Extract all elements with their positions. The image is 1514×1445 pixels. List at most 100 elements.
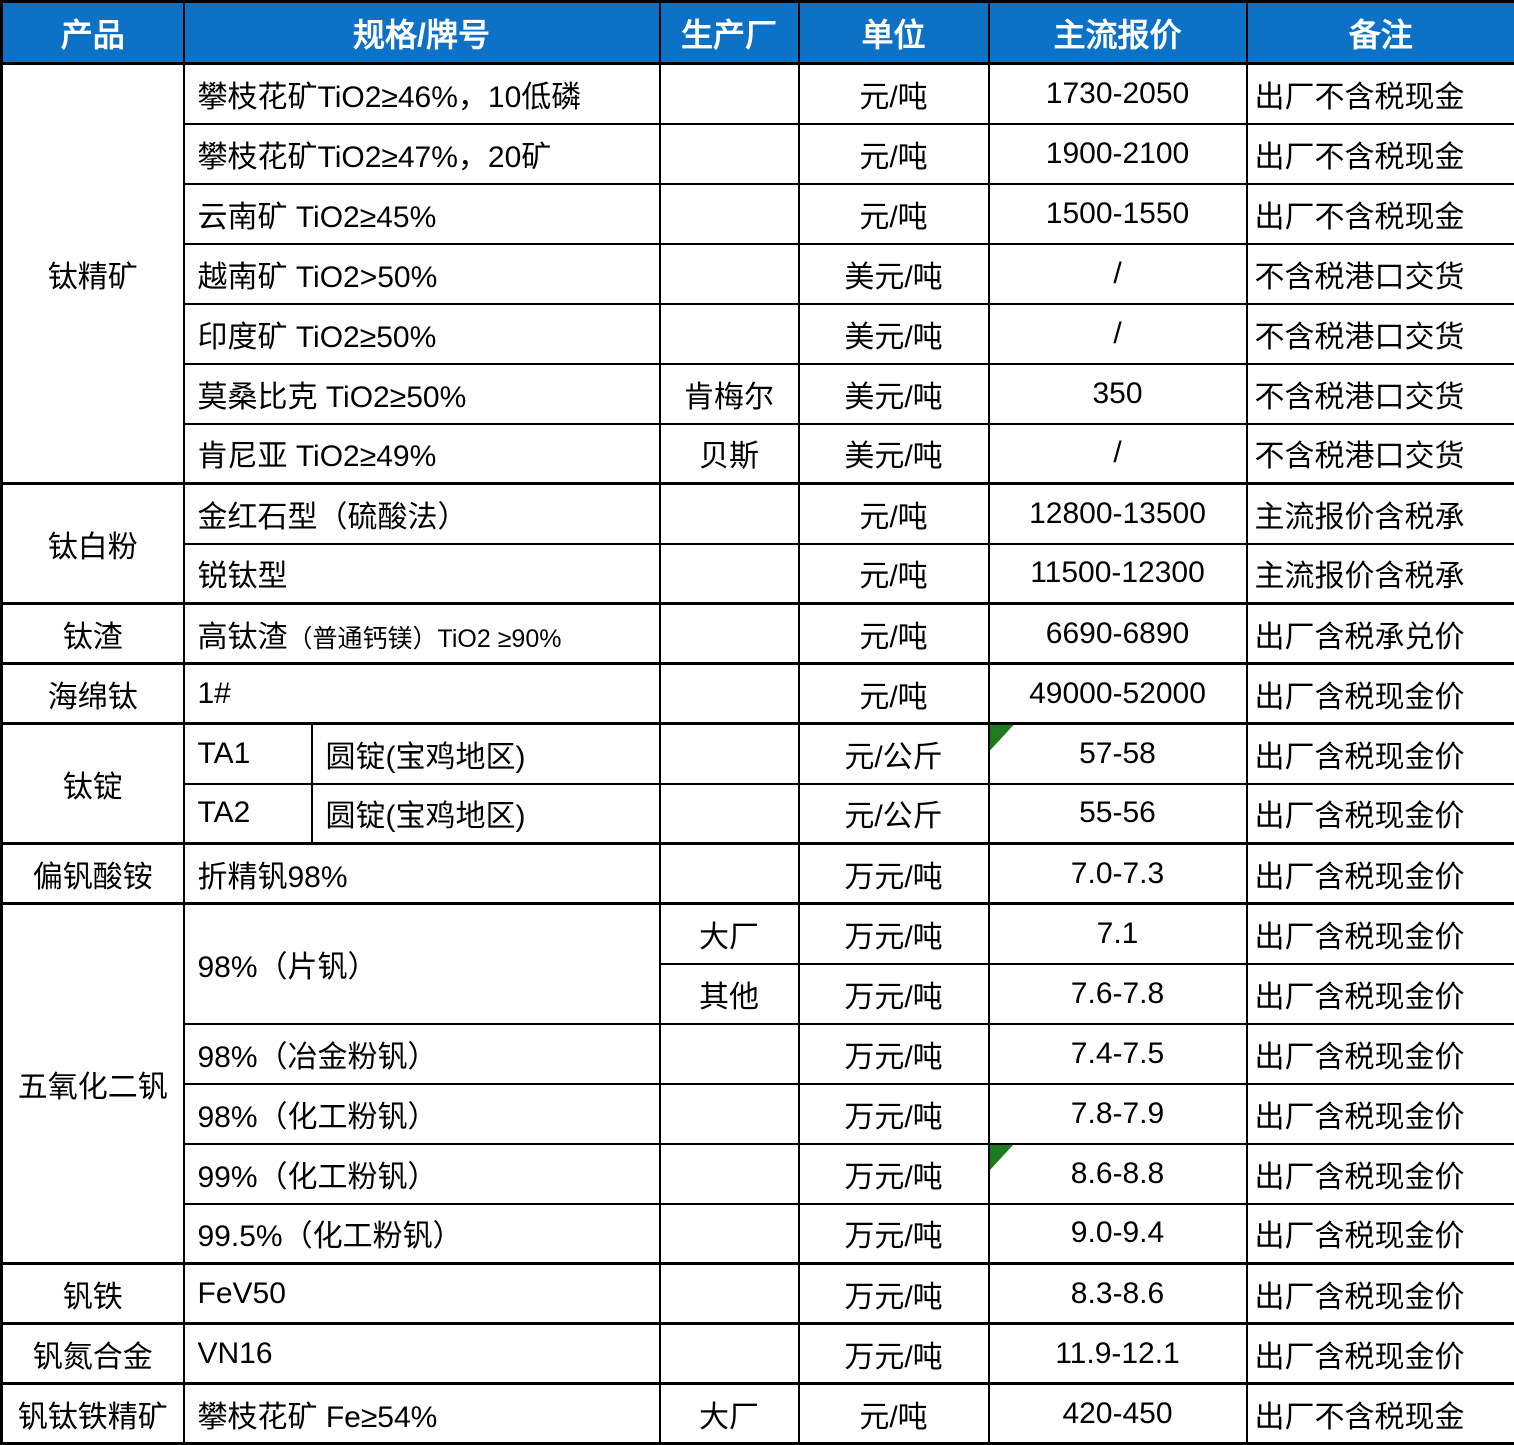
price-value: 9.0-9.4 bbox=[1071, 1216, 1164, 1249]
price-cell: 6690-6890 bbox=[989, 604, 1247, 664]
table-row: 钒钛铁精矿 攀枝花矿 Fe≥54% 大厂 元/吨 420-450 出厂不含税现金 bbox=[2, 1384, 1514, 1444]
spec-shape-cell: 圆锭(宝鸡地区) bbox=[312, 784, 660, 844]
table-row: 海绵钛 1# 元/吨 49000-52000 出厂含税现金价 bbox=[2, 664, 1514, 724]
price-cell: 1500-1550 bbox=[989, 184, 1247, 244]
producer-cell bbox=[660, 1144, 799, 1204]
remark-cell: 出厂不含税现金 bbox=[1247, 1384, 1514, 1444]
price-value: 57-58 bbox=[1079, 737, 1156, 770]
price-value: 7.8-7.9 bbox=[1071, 1097, 1164, 1130]
producer-cell bbox=[660, 184, 799, 244]
unit-cell: 万元/吨 bbox=[799, 1084, 989, 1144]
price-cell: 7.0-7.3 bbox=[989, 844, 1247, 904]
remark-cell: 出厂含税承兑价 bbox=[1247, 604, 1514, 664]
spec-cell: 越南矿 TiO2>50% bbox=[184, 244, 660, 304]
remark-cell: 出厂含税现金价 bbox=[1247, 844, 1514, 904]
price-cell: 1730-2050 bbox=[989, 64, 1247, 124]
unit-cell: 万元/吨 bbox=[799, 1144, 989, 1204]
table-row: 99%（化工粉钒） 万元/吨 8.6-8.8 出厂含税现金价 bbox=[2, 1144, 1514, 1204]
product-group-cell: 偏钒酸铵 bbox=[2, 844, 184, 904]
price-value: 7.1 bbox=[1097, 917, 1139, 950]
remark-cell: 出厂含税现金价 bbox=[1247, 1084, 1514, 1144]
remark-cell: 出厂不含税现金 bbox=[1247, 64, 1514, 124]
table-row: 钛白粉 金红石型（硫酸法） 元/吨 12800-13500 主流报价含税承 bbox=[2, 484, 1514, 544]
green-corner-marker-icon bbox=[990, 725, 1014, 751]
price-value: 12800-13500 bbox=[1029, 497, 1206, 530]
producer-cell bbox=[660, 244, 799, 304]
remark-cell: 不含税港口交货 bbox=[1247, 304, 1514, 364]
unit-cell: 万元/吨 bbox=[799, 844, 989, 904]
unit-cell: 元/公斤 bbox=[799, 784, 989, 844]
spec-cell: 高钛渣（普通钙镁）TiO2 ≥90% bbox=[184, 604, 660, 664]
header-unit: 单位 bbox=[799, 2, 989, 64]
price-value: 7.0-7.3 bbox=[1071, 857, 1164, 890]
remark-cell: 主流报价含税承 bbox=[1247, 484, 1514, 544]
unit-cell: 美元/吨 bbox=[799, 304, 989, 364]
unit-cell: 元/吨 bbox=[799, 544, 989, 604]
spec-cell: 98%（冶金粉钒） bbox=[184, 1024, 660, 1084]
price-cell: 420-450 bbox=[989, 1384, 1247, 1444]
price-value: 11.9-12.1 bbox=[1055, 1337, 1180, 1370]
table-row: 钛渣 高钛渣（普通钙镁）TiO2 ≥90% 元/吨 6690-6890 出厂含税… bbox=[2, 604, 1514, 664]
remark-cell: 出厂含税现金价 bbox=[1247, 1024, 1514, 1084]
header-price: 主流报价 bbox=[989, 2, 1247, 64]
table-row: 云南矿 TiO2≥45% 元/吨 1500-1550 出厂不含税现金 bbox=[2, 184, 1514, 244]
spec-cell: 金红石型（硫酸法） bbox=[184, 484, 660, 544]
spec-grade-cell: TA2 bbox=[184, 784, 312, 844]
unit-cell: 元/吨 bbox=[799, 484, 989, 544]
spec-grade-cell: TA1 bbox=[184, 724, 312, 784]
spec-cell: 云南矿 TiO2≥45% bbox=[184, 184, 660, 244]
price-cell: 9.0-9.4 bbox=[989, 1204, 1247, 1264]
remark-cell: 出厂含税现金价 bbox=[1247, 1204, 1514, 1264]
header-product: 产品 bbox=[2, 2, 184, 64]
unit-cell: 元/吨 bbox=[799, 664, 989, 724]
table-row: 钛精矿 攀枝花矿TiO2≥46%，10低磷 元/吨 1730-2050 出厂不含… bbox=[2, 64, 1514, 124]
price-value: / bbox=[1113, 436, 1121, 469]
price-cell: 8.6-8.8 bbox=[989, 1144, 1247, 1204]
spec-detail: （普通钙镁）TiO2 ≥90% bbox=[288, 625, 562, 653]
price-value: 7.6-7.8 bbox=[1071, 977, 1164, 1010]
spec-cell: 攀枝花矿TiO2≥47%，20矿 bbox=[184, 124, 660, 184]
unit-cell: 美元/吨 bbox=[799, 424, 989, 484]
price-value: 8.3-8.6 bbox=[1071, 1277, 1164, 1310]
unit-cell: 万元/吨 bbox=[799, 1204, 989, 1264]
producer-cell: 贝斯 bbox=[660, 424, 799, 484]
table-row: 肯尼亚 TiO2≥49% 贝斯 美元/吨 / 不含税港口交货 bbox=[2, 424, 1514, 484]
producer-cell bbox=[660, 844, 799, 904]
price-value: 49000-52000 bbox=[1029, 677, 1206, 710]
price-value: / bbox=[1113, 257, 1121, 290]
table-row: 五氧化二钒 98%（片钒） 大厂 万元/吨 7.1 出厂含税现金价 bbox=[2, 904, 1514, 964]
spec-main: 高钛渣 bbox=[198, 621, 288, 654]
price-cell: 1900-2100 bbox=[989, 124, 1247, 184]
unit-cell: 万元/吨 bbox=[799, 1264, 989, 1324]
price-value: / bbox=[1113, 317, 1121, 350]
price-value: 1900-2100 bbox=[1046, 137, 1189, 170]
producer-cell bbox=[660, 64, 799, 124]
table-row: 99.5%（化工粉钒） 万元/吨 9.0-9.4 出厂含税现金价 bbox=[2, 1204, 1514, 1264]
price-cell: / bbox=[989, 304, 1247, 364]
unit-cell: 万元/吨 bbox=[799, 1324, 989, 1384]
table-row: TA2 圆锭(宝鸡地区) 元/公斤 55-56 出厂含税现金价 bbox=[2, 784, 1514, 844]
remark-cell: 主流报价含税承 bbox=[1247, 544, 1514, 604]
product-group-cell: 钒氮合金 bbox=[2, 1324, 184, 1384]
price-value: 11500-12300 bbox=[1030, 556, 1205, 589]
unit-cell: 元/吨 bbox=[799, 64, 989, 124]
price-cell: / bbox=[989, 244, 1247, 304]
spec-cell: 莫桑比克 TiO2≥50% bbox=[184, 364, 660, 424]
producer-cell bbox=[660, 1024, 799, 1084]
unit-cell: 元/吨 bbox=[799, 604, 989, 664]
product-group-cell: 钒铁 bbox=[2, 1264, 184, 1324]
remark-cell: 不含税港口交货 bbox=[1247, 244, 1514, 304]
header-row: 产品 规格/牌号 生产厂 单位 主流报价 备注 bbox=[2, 2, 1514, 64]
price-value: 55-56 bbox=[1079, 796, 1156, 829]
producer-cell bbox=[660, 304, 799, 364]
unit-cell: 万元/吨 bbox=[799, 1024, 989, 1084]
price-cell: 11.9-12.1 bbox=[989, 1324, 1247, 1384]
table-row: 钒氮合金 VN16 万元/吨 11.9-12.1 出厂含税现金价 bbox=[2, 1324, 1514, 1384]
spec-cell: FeV50 bbox=[184, 1264, 660, 1324]
producer-cell bbox=[660, 124, 799, 184]
unit-cell: 元/吨 bbox=[799, 124, 989, 184]
remark-cell: 不含税港口交货 bbox=[1247, 364, 1514, 424]
price-cell: 12800-13500 bbox=[989, 484, 1247, 544]
table-row: 越南矿 TiO2>50% 美元/吨 / 不含税港口交货 bbox=[2, 244, 1514, 304]
producer-cell bbox=[660, 604, 799, 664]
